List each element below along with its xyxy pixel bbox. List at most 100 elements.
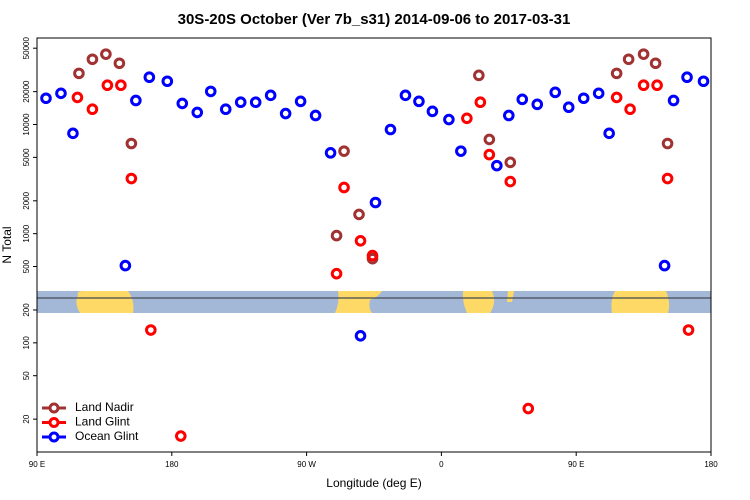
point (264, 89, 277, 102)
point (71, 91, 84, 104)
point (369, 196, 382, 209)
point (174, 430, 187, 442)
point (324, 147, 337, 159)
point (503, 109, 515, 122)
y-tick-label: 10000 (22, 113, 31, 136)
point (661, 172, 674, 185)
x-tick-label: 180 (165, 460, 179, 469)
legend-label: Land Nadir (75, 400, 134, 414)
point (483, 148, 496, 161)
point (125, 172, 138, 185)
point (67, 127, 79, 140)
chart-title: 30S-20S October (Ver 7b_s31) 2014-09-06 … (178, 11, 571, 28)
ocean-band (37, 291, 711, 313)
point (86, 103, 99, 116)
y-tick-label: 20 (22, 414, 31, 423)
point (161, 75, 174, 88)
y-axis-label: N Total (0, 226, 14, 263)
point (531, 98, 544, 111)
point (637, 79, 650, 92)
point (234, 96, 247, 109)
x-tick-label: 90 E (568, 460, 584, 469)
point (366, 249, 379, 262)
point (443, 113, 455, 126)
y-tick-label: 50000 (22, 37, 31, 60)
point (549, 86, 562, 99)
point (354, 235, 367, 247)
point (40, 92, 52, 105)
point (279, 107, 292, 120)
y-tick-label: 500 (22, 259, 31, 273)
legend-label: Ocean Glint (75, 429, 139, 443)
point (622, 53, 635, 66)
point (115, 79, 127, 92)
y-tick-label: 5000 (22, 148, 31, 166)
point (249, 96, 262, 109)
point (413, 95, 425, 108)
land-shape (507, 291, 514, 302)
y-tick-label: 200 (22, 303, 31, 317)
point (100, 48, 112, 60)
point (491, 159, 503, 172)
point (125, 137, 138, 150)
point (681, 71, 693, 84)
legend-marker (48, 402, 60, 414)
point (474, 96, 487, 109)
point (176, 97, 189, 110)
point (624, 103, 636, 116)
point (592, 87, 605, 100)
point (86, 53, 99, 66)
point (651, 79, 663, 92)
point (330, 229, 343, 242)
point (504, 156, 517, 169)
legend-label: Land Glint (75, 415, 130, 429)
point (384, 123, 397, 136)
point (338, 145, 350, 157)
point (145, 324, 157, 336)
point (119, 259, 132, 272)
map-strip (37, 291, 711, 313)
point (682, 324, 695, 336)
x-tick-label: 90 W (297, 460, 316, 469)
point (426, 105, 439, 118)
point (504, 175, 517, 188)
point (191, 106, 204, 119)
y-tick-label: 2000 (22, 191, 31, 209)
point (143, 71, 156, 84)
land-shape (611, 291, 670, 313)
point (483, 133, 496, 146)
plot-frame (36, 37, 712, 453)
point (577, 92, 590, 105)
x-tick-label: 90 E (29, 460, 45, 469)
point (455, 145, 467, 157)
point (113, 57, 126, 70)
x-tick-label: 0 (439, 460, 444, 469)
point (637, 48, 650, 60)
point (330, 267, 343, 280)
point (309, 109, 322, 122)
land-shape (462, 291, 495, 313)
land-shape (335, 291, 382, 313)
point (130, 94, 142, 107)
point (338, 181, 350, 194)
point (649, 57, 662, 70)
point (661, 137, 674, 150)
point (610, 91, 623, 104)
point (516, 93, 529, 106)
point (697, 75, 710, 88)
y-tick-label: 50 (22, 371, 31, 380)
legend-marker (48, 417, 60, 428)
y-tick-label: 1000 (22, 224, 31, 242)
point (667, 94, 680, 107)
point (101, 79, 114, 92)
x-tick-label: 180 (704, 460, 718, 469)
point (461, 112, 473, 125)
point (562, 101, 575, 114)
point (473, 69, 485, 82)
point (353, 208, 365, 221)
point (399, 89, 412, 102)
point (294, 95, 307, 108)
land-shape (76, 291, 134, 313)
point (354, 329, 367, 342)
